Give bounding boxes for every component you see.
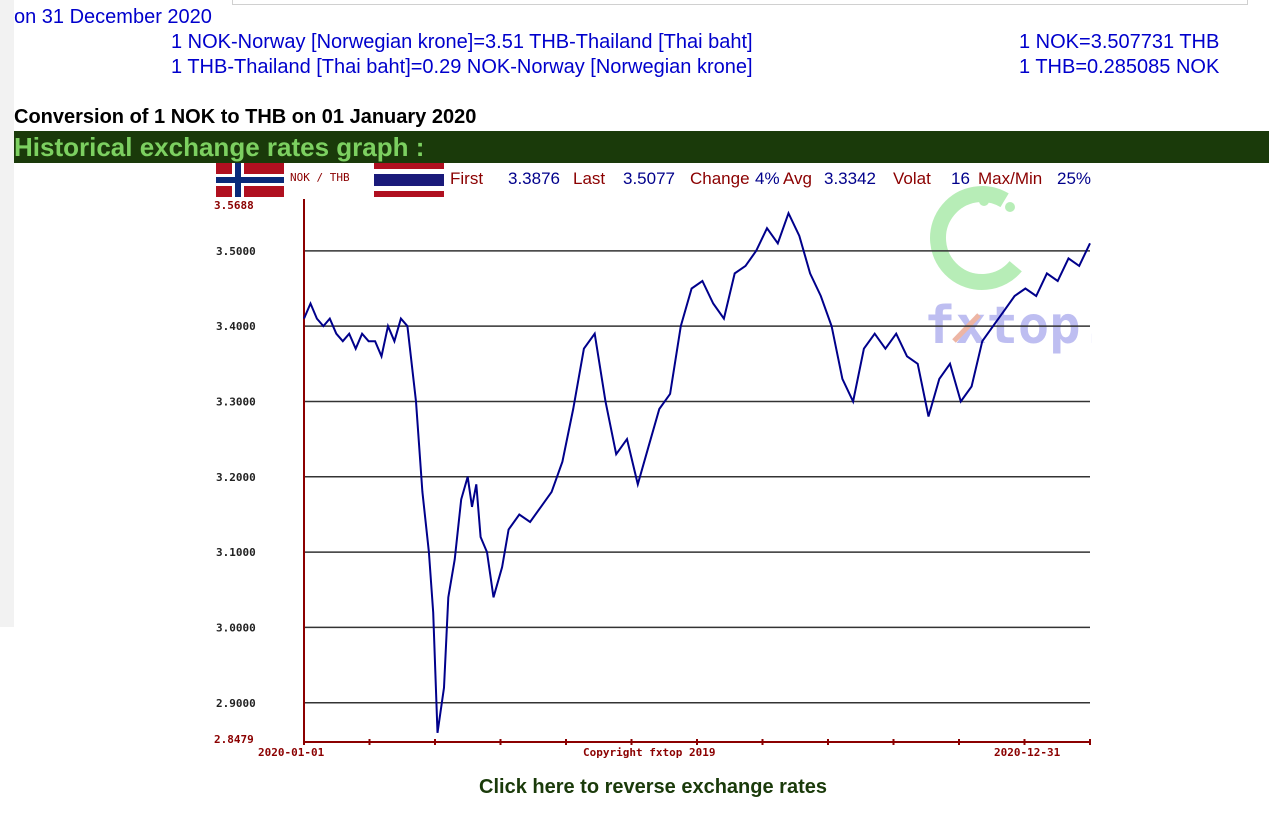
x-start-label: 2020-01-01 bbox=[258, 746, 325, 759]
stat-volat-value: 16 bbox=[951, 169, 970, 188]
exchange-rate-chart[interactable]: fxtop.com NOK / THB First 3.3876 Last 3.… bbox=[214, 163, 1206, 763]
rate-date: on 31 December 2020 bbox=[14, 6, 212, 28]
stat-first-value: 3.3876 bbox=[508, 169, 560, 188]
y-tick-label: 3.4000 bbox=[216, 320, 256, 333]
pair-label: NOK / THB bbox=[290, 171, 350, 184]
x-axis-ticks bbox=[303, 739, 1091, 745]
y-tick-label: 2.9000 bbox=[216, 697, 256, 710]
rate-value-nok-thb: 1 NOK=3.507731 THB bbox=[1019, 31, 1220, 53]
stat-avg-value: 3.3342 bbox=[824, 169, 876, 188]
left-gutter bbox=[0, 0, 14, 627]
chart-stats: First 3.3876 Last 3.5077 Change 4% Avg 3… bbox=[450, 169, 1091, 188]
reverse-rates-link[interactable]: Click here to reverse exchange rates bbox=[479, 776, 827, 798]
y-tick-label: 3.0000 bbox=[216, 621, 256, 634]
y-tick-label: 3.5000 bbox=[216, 245, 256, 258]
stat-first-label: First bbox=[450, 169, 483, 188]
stat-change-label: Change bbox=[690, 169, 750, 188]
stat-maxmin-label: Max/Min bbox=[978, 169, 1042, 188]
stat-volat-label: Volat bbox=[893, 169, 931, 188]
fxtop-watermark: fxtop.com bbox=[924, 186, 1206, 356]
conversion-title: Conversion of 1 NOK to THB on 01 January… bbox=[14, 106, 477, 128]
history-title-band bbox=[14, 131, 1269, 163]
y-tick-label: 3.2000 bbox=[216, 471, 256, 484]
stat-last-label: Last bbox=[573, 169, 605, 188]
rate-row-thb-nok: 1 THB-Thailand [Thai baht]=0.29 NOK-Norw… bbox=[171, 56, 753, 78]
stat-change-value: 4% bbox=[755, 169, 780, 188]
y-max-label: 3.5688 bbox=[214, 199, 254, 212]
stat-last-value: 3.5077 bbox=[623, 169, 675, 188]
top-frame-edge bbox=[232, 0, 1248, 5]
rate-value-thb-nok: 1 THB=0.285085 NOK bbox=[1019, 56, 1220, 78]
norway-flag-icon bbox=[216, 163, 284, 197]
copyright-label: Copyright fxtop 2019 bbox=[583, 746, 715, 759]
chart-svg: fxtop.com NOK / THB First 3.3876 Last 3.… bbox=[214, 163, 1206, 759]
stat-avg-label: Avg bbox=[783, 169, 812, 188]
y-min-label: 2.8479 bbox=[214, 733, 254, 746]
y-tick-label: 3.1000 bbox=[216, 546, 256, 559]
x-end-label: 2020-12-31 bbox=[994, 746, 1061, 759]
thailand-flag-icon bbox=[374, 163, 444, 197]
stat-maxmin-value: 25% bbox=[1057, 169, 1091, 188]
rate-row-nok-thb: 1 NOK-Norway [Norwegian krone]=3.51 THB-… bbox=[171, 31, 753, 53]
svg-text:First 3.3876 L: First 3.3876 Last 3.5077 Change 4% Avg 3… bbox=[450, 169, 1091, 188]
y-tick-labels: 3.5000 3.4000 3.3000 3.2000 3.1000 3.0000 2.90… bbox=[216, 245, 256, 710]
y-tick-label: 3.3000 bbox=[216, 395, 256, 408]
nok-thb-series-line bbox=[303, 210, 1091, 734]
history-title: Historical exchange rates graph : bbox=[14, 132, 425, 162]
gridlines bbox=[304, 250, 1090, 704]
